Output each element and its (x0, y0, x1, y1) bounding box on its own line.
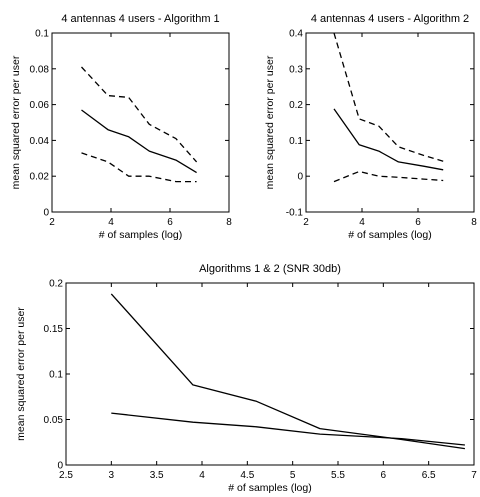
chart-title: 4 antennas 4 users - Algorithm 1 (61, 13, 219, 25)
chart-2: 2 4 6 8 -0.1 0 0.1 0.2 0.3 0.4 4 antennas 4 users … (264, 13, 477, 241)
x-tick-label: 5 (290, 470, 296, 481)
y-tick-label: 0.2 (289, 100, 303, 111)
series-group (81, 66, 198, 183)
chart-title: Algorithms 1 & 2 (SNR 30db) (199, 263, 341, 275)
x-tick-label: 6 (167, 217, 173, 228)
y-tick-label: -0.1 (286, 208, 304, 219)
x-tick-label: 6 (415, 217, 421, 228)
x-tick-label: 4.5 (240, 470, 254, 481)
series-group (333, 33, 444, 183)
y-tick-label: 0.05 (44, 415, 64, 426)
series-group (110, 293, 465, 450)
x-tick-label: 5.5 (331, 470, 345, 481)
y-tick-label: 0.3 (289, 64, 303, 75)
x-axis-label: # of samples (log) (348, 229, 431, 241)
y-tick-label: 0.1 (49, 370, 63, 381)
y-tick-label: 0.06 (30, 100, 50, 111)
y-axis-label: mean squared error per user (264, 55, 276, 189)
x-tick-label: 3.5 (150, 470, 164, 481)
x-tick-label: 2 (303, 217, 309, 228)
chart-title: 4 antennas 4 users - Algorithm 2 (311, 13, 469, 25)
x-tick-label: 2.5 (59, 470, 73, 481)
y-tick-label: 0.2 (49, 279, 63, 290)
y-tick-label: 0.1 (35, 29, 49, 40)
x-tick-label: 4 (199, 470, 205, 481)
plot-frame (51, 32, 230, 213)
y-tick-label: 0.02 (30, 172, 50, 183)
y-tick-label: 0 (57, 461, 63, 472)
x-tick-label: 6 (381, 470, 387, 481)
x-tick-label: 4 (359, 217, 365, 228)
x-axis-label: # of samples (log) (228, 482, 311, 494)
y-axis-label: mean squared error per user (10, 55, 22, 189)
y-tick-label: 0.4 (289, 29, 303, 40)
y-tick-label: 0 (297, 172, 303, 183)
x-tick-label: 7 (471, 470, 477, 481)
plot-frame (65, 282, 475, 466)
x-tick-label: 2 (49, 217, 55, 228)
x-tick-label: 8 (226, 217, 232, 228)
series-line-1 (81, 109, 197, 174)
x-tick-label: 6.5 (422, 470, 436, 481)
series-line-1 (333, 108, 444, 171)
series-line-1 (110, 293, 465, 450)
y-tick-label: 0.08 (30, 64, 50, 75)
y-axis-label: mean squared error per user (15, 307, 27, 441)
y-tick-label: 0.1 (289, 136, 303, 147)
chart-3: 2.5 3 3.5 4 4.5 5 5.5 6 6.5 7 0 0.05 0.1 0.15 0.2 Algor… (15, 263, 477, 494)
chart-1: 2 4 6 8 0 0.02 0.04 0.06 0.08 0.1 4 antennas 4 use… (10, 13, 232, 241)
series-line-3 (333, 170, 444, 183)
x-tick-label: 8 (471, 217, 477, 228)
x-tick-label: 3 (109, 470, 115, 481)
y-tick-label: 0 (43, 208, 49, 219)
x-axis-label: # of samples (log) (99, 229, 182, 241)
plot-frame (305, 32, 475, 213)
series-line-2 (81, 66, 198, 163)
x-tick-label: 4 (108, 217, 114, 228)
series-line-3 (81, 152, 197, 183)
y-tick-label: 0.15 (44, 324, 64, 335)
series-line-2 (111, 412, 465, 446)
y-tick-label: 0.04 (30, 136, 50, 147)
series-line-2 (333, 33, 444, 162)
